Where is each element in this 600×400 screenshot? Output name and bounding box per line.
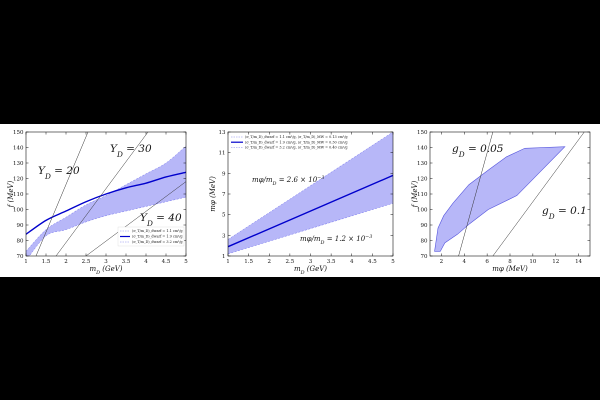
uncertainty-band: [228, 132, 393, 254]
y-tick-label: 150: [13, 130, 24, 136]
series-line-upper: [26, 145, 186, 252]
x-tick-label: 3.5: [327, 259, 336, 265]
legend-box: [117, 226, 185, 247]
series-line-central: [26, 171, 186, 235]
x-tick-label: 1: [24, 259, 28, 265]
x-tick-label: 2: [64, 259, 68, 265]
x-tick-label: 2: [268, 259, 272, 265]
x-axis-label: mφ (MeV): [492, 265, 528, 273]
y-tick-label: 140: [13, 146, 24, 152]
x-tick-label: 1.5: [244, 259, 253, 265]
x-tick-label: 4.5: [162, 259, 171, 265]
y-axis-label: mφ (MeV): [209, 176, 217, 212]
x-tick-label: 1.5: [42, 259, 51, 265]
x-tick-label: 4.5: [368, 259, 377, 265]
x-axis-label: mD (GeV): [294, 265, 327, 276]
y-tick-label: 110: [417, 192, 428, 198]
legend-label: ⟨σ_T/m_D⟩_dwarf = 1.9 cm²/g, ⟨σ_T/m_D⟩_M…: [245, 140, 348, 144]
panel-1: 1 1.5 2 2.5 3 3.5 4 4.5 5 70 80 90 100 110 120 130 140 15…: [7, 130, 188, 276]
y-tick-label: 90: [17, 223, 24, 229]
series-line-upper: [228, 132, 393, 240]
x-tick-label: 4: [463, 259, 467, 265]
legend-label: ⟨σ_T/m_D⟩_dwarf = 3.2 cm²/g, ⟨σ_T/m_D⟩_M…: [245, 146, 348, 150]
legend-label: ⟨σ_T/m_D⟩_dwarf = 1.1 cm²/g: [132, 229, 183, 233]
x-tick-label: 5: [391, 259, 395, 265]
y-tick-label: 100: [13, 208, 24, 214]
x-tick-label: 3: [104, 259, 108, 265]
y-tick-label: 110: [13, 192, 24, 198]
y-tick-label: 120: [13, 177, 24, 183]
x-tick-label: 5: [184, 259, 188, 265]
y-tick-label: 130: [13, 161, 24, 167]
y-axis-label: f (MeV): [411, 180, 419, 208]
x-tick-label: 3: [309, 259, 313, 265]
series-line-lower: [29, 196, 186, 256]
x-tick-label: 2: [440, 259, 444, 265]
uncertainty-band: [26, 145, 186, 256]
contour-line: [55, 132, 149, 256]
chart-figure: 1 1.5 2 2.5 3 3.5 4 4.5 570809010011012013014015…: [7, 130, 591, 276]
y-tick-label: 130: [417, 161, 428, 167]
x-tick-label: 10: [529, 259, 536, 265]
y-tick-label: 5: [222, 213, 226, 219]
x-tick-label: 1: [226, 259, 230, 265]
panel-2-plot: [228, 132, 393, 255]
y-axis-label: f (MeV): [7, 180, 15, 208]
x-tick-label: 14: [575, 259, 582, 265]
y-tick-label: 9: [222, 171, 226, 177]
annotation-yd40: YD = 40: [140, 212, 182, 228]
annotation-ratio-upper: mφ/mD = 2.6 × 10−3: [252, 175, 324, 187]
annotation-yd30: YD = 30: [110, 143, 152, 159]
x-tick-label: 3.5: [122, 259, 131, 265]
panel-3: 2 4 6 8 10 12 14 70 80 90 100 110 120 130 140 150 mφ (Me…: [411, 130, 591, 273]
contour-line: [85, 181, 186, 256]
y-tick-label: 3: [222, 233, 226, 239]
x-tick-label: 2.5: [82, 259, 91, 265]
contour-line: [492, 132, 585, 256]
x-tick-label: 4: [350, 259, 354, 265]
y-tick-label: 70: [17, 254, 24, 260]
panel-3-plot: [434, 132, 585, 256]
x-tick-label: 8: [508, 259, 512, 265]
figure-panel: 1 1.5 2 2.5 3 3.5 4 4.5 5 70 80 90 100 110 120 130 140 15…: [0, 124, 600, 277]
x-tick-label: 12: [552, 259, 559, 265]
legend: ⟨σ_T/m_D⟩_dwarf = 1.1 cm²/g, ⟨σ_T/m_D⟩_M…: [231, 135, 348, 150]
x-tick-label: 6: [485, 259, 489, 265]
legend: ⟨σ_T/m_D⟩_dwarf = 1.1 cm²/g ⟨σ_T/m_D⟩_dwa…: [117, 226, 185, 247]
x-axis-label: mD (GeV): [89, 265, 122, 276]
panel-1-plot: [26, 132, 186, 256]
contour-line: [35, 132, 89, 256]
y-tick-label: 90: [421, 223, 428, 229]
y-tick-label: 13: [219, 130, 226, 136]
y-tick-label: 1: [222, 254, 226, 260]
y-tick-label: 80: [421, 239, 428, 245]
y-tick-label: 7: [222, 192, 226, 198]
y-tick-label: 150: [417, 130, 428, 136]
annotation-ratio-lower: mφ/mD = 1.2 × 10−3: [300, 234, 372, 246]
legend-label: ⟨σ_T/m_D⟩_dwarf = 3.2 cm²/g: [132, 240, 183, 244]
y-tick-label: 120: [417, 177, 428, 183]
series-line-lower: [228, 203, 393, 255]
legend-label: ⟨σ_T/m_D⟩_dwarf = 1.9 cm²/g: [132, 235, 183, 239]
contour-line: [458, 132, 494, 256]
y-tick-label: 80: [17, 239, 24, 245]
y-tick-label: 100: [417, 208, 428, 214]
y-tick-label: 70: [421, 254, 428, 260]
annotation-gd005: gD = 0.05: [452, 143, 504, 159]
y-tick-label: 140: [417, 146, 428, 152]
annotation-gd01: gD = 0.1: [542, 205, 587, 221]
y-tick-label: 11: [219, 151, 226, 157]
series-line-central: [228, 174, 393, 248]
annotation-yd20: YD = 20: [38, 165, 80, 181]
allowed-region: [434, 146, 566, 252]
legend-label: ⟨σ_T/m_D⟩_dwarf = 1.1 cm²/g, ⟨σ_T/m_D⟩_M…: [245, 135, 348, 139]
x-tick-label: 2.5: [286, 259, 295, 265]
x-tick-label: 4: [144, 259, 148, 265]
